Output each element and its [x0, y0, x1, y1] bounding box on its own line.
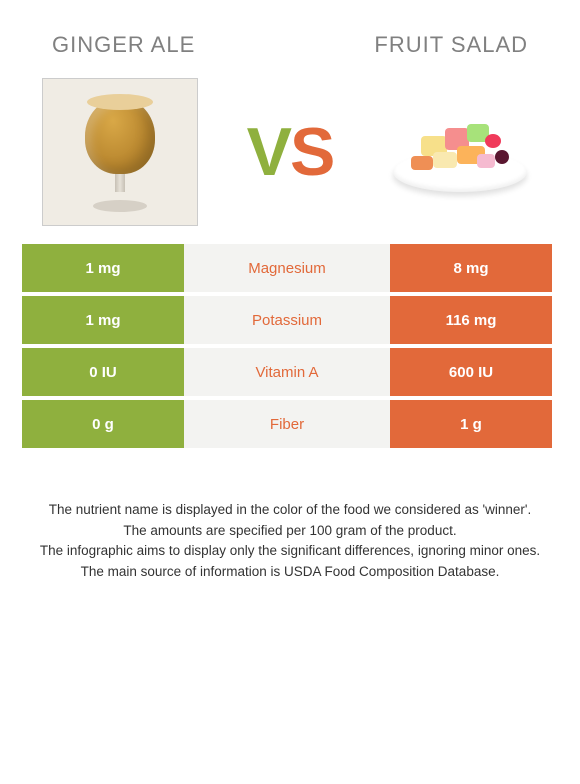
footnote-line: The main source of information is USDA F… [34, 562, 546, 582]
nutrient-label: Potassium [184, 296, 390, 344]
nutrient-row: 1 mgMagnesium8 mg [22, 244, 552, 296]
nutrient-row: 0 IUVitamin A600 IU [22, 348, 552, 400]
nutrient-row: 0 gFiber1 g [22, 400, 552, 452]
nutrients-table: 1 mgMagnesium8 mg1 mgPotassium116 mg0 IU… [0, 244, 580, 452]
vs-label: VS [247, 113, 334, 191]
images-row: VS [0, 70, 580, 244]
right-value: 600 IU [390, 348, 552, 396]
right-food-image [382, 78, 538, 226]
nutrient-row: 1 mgPotassium116 mg [22, 296, 552, 348]
nutrient-label: Magnesium [184, 244, 390, 292]
footnote-line: The amounts are specified per 100 gram o… [34, 521, 546, 541]
fruit-piece [477, 154, 495, 168]
left-food-image [42, 78, 198, 226]
fruit-piece [411, 156, 433, 170]
footnotes: The nutrient name is displayed in the co… [0, 452, 580, 581]
left-value: 1 mg [22, 296, 184, 344]
left-food-title: Ginger ale [52, 32, 195, 58]
vs-v: V [247, 114, 290, 190]
nutrient-label: Fiber [184, 400, 390, 448]
right-value: 1 g [390, 400, 552, 448]
header: Ginger ale Fruit salad [0, 0, 580, 70]
fruit-piece [433, 152, 457, 168]
left-value: 0 IU [22, 348, 184, 396]
fruit-piece [495, 150, 509, 164]
left-value: 1 mg [22, 244, 184, 292]
footnote-line: The nutrient name is displayed in the co… [34, 500, 546, 520]
right-food-title: Fruit salad [374, 32, 528, 58]
right-value: 116 mg [390, 296, 552, 344]
ginger-ale-icon [79, 92, 161, 212]
fruit-piece [485, 134, 501, 148]
nutrient-label: Vitamin A [184, 348, 390, 396]
infographic-container: Ginger ale Fruit salad VS 1 mgMagnesium8… [0, 0, 580, 581]
right-value: 8 mg [390, 244, 552, 292]
vs-s: S [290, 114, 333, 190]
left-value: 0 g [22, 400, 184, 448]
fruit-salad-icon [389, 106, 531, 198]
footnote-line: The infographic aims to display only the… [34, 541, 546, 561]
